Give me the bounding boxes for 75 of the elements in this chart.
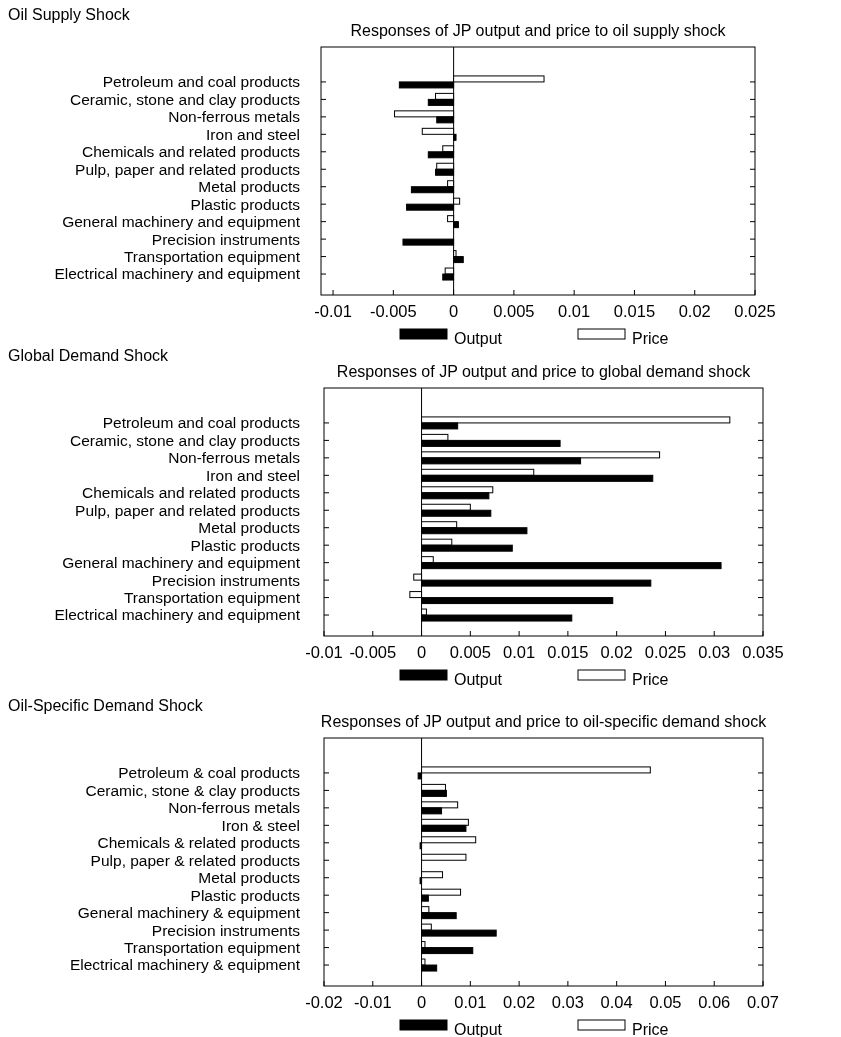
y-tick-label: Transportation equipment — [123, 589, 301, 606]
legend-label: Price — [632, 330, 669, 347]
y-tick-label: Ceramic, stone and clay products — [69, 431, 301, 449]
y-tick-label: Chemicals and related products — [82, 143, 301, 161]
x-tick-label: 0.005 — [493, 302, 535, 320]
x-tick-label: 0 — [449, 302, 459, 320]
y-tick-label: Precision instruments — [151, 921, 301, 939]
x-tick-label: -0.005 — [349, 643, 397, 661]
y-tick-label: Pulp, paper and related products — [75, 160, 301, 178]
x-tick-label: 0.035 — [742, 643, 784, 661]
y-tick-label: Electrical machinery & equipment — [69, 956, 301, 974]
y-tick-label: Metal products — [198, 519, 301, 537]
y-tick-label: General machinery & equipment — [77, 904, 301, 922]
y-tick-label: Transportation equipment — [123, 939, 301, 956]
x-tick-label: -0.01 — [305, 643, 343, 661]
legend-label: Price — [632, 1021, 669, 1037]
text: Global Demand Shock — [8, 347, 170, 364]
x-tick-label: 0.015 — [613, 302, 656, 320]
x-tick-label: 0.02 — [678, 302, 711, 320]
x-tick-label: -0.01 — [353, 993, 392, 1011]
y-tick-label: Chemicals & related products — [97, 834, 301, 852]
x-tick-label: 0.005 — [449, 643, 491, 661]
x-tick-label: 0.01 — [503, 643, 536, 661]
y-tick-label: Metal products — [198, 178, 301, 196]
text: Oil Supply Shock — [8, 6, 131, 23]
x-tick-label: 0.025 — [734, 302, 776, 320]
y-tick-label: Metal products — [198, 869, 301, 887]
y-tick-label: Chemicals and related products — [82, 484, 301, 502]
legend-label: Output — [454, 671, 503, 688]
x-tick-label: -0.005 — [369, 302, 417, 320]
x-tick-label: 0.01 — [454, 993, 487, 1011]
y-tick-label: Non-ferrous metals — [168, 799, 301, 817]
y-tick-label: General machinery and equipment — [62, 213, 301, 231]
legend-label: Price — [632, 671, 669, 688]
y-tick-label: Ceramic, stone and clay products — [69, 90, 301, 108]
y-tick-label: Ceramic, stone & clay products — [85, 781, 301, 799]
y-tick-label: Plastic products — [190, 536, 301, 554]
y-tick-label: Electrical machinery and equipment — [54, 265, 301, 283]
y-tick-label: Petroleum and coal products — [102, 73, 301, 91]
x-tick-label: -0.01 — [314, 302, 352, 320]
y-tick-label: Plastic products — [190, 195, 301, 213]
x-tick-label: 0.015 — [547, 643, 589, 661]
x-tick-label: 0.07 — [746, 993, 780, 1011]
chart-subtitle: Responses of JP output and price to oil-specific demand shock — [320, 713, 768, 730]
x-tick-label: -0.02 — [305, 993, 343, 1011]
y-tick-label: Iron and steel — [206, 466, 300, 484]
x-tick-label: 0.06 — [698, 993, 731, 1011]
y-tick-label: Petroleum & coal products — [118, 764, 301, 782]
legend-label: Output — [454, 330, 503, 347]
y-tick-label: Plastic products — [190, 886, 301, 904]
x-tick-label: 0.01 — [558, 302, 591, 320]
text: Oil-Specific Demand Shock — [8, 697, 204, 714]
y-tick-label: Electrical machinery and equipment — [54, 606, 301, 624]
y-tick-label: Non-ferrous metals — [168, 449, 301, 467]
x-tick-label: 0.02 — [503, 993, 536, 1011]
y-tick-label: Iron & steel — [221, 816, 300, 834]
x-tick-label: 0.025 — [644, 643, 687, 661]
y-tick-label: Pulp, paper and related products — [75, 501, 301, 519]
x-tick-label: 0 — [416, 993, 427, 1011]
y-tick-label: Pulp, paper & related products — [90, 851, 301, 869]
y-tick-label: Transportation equipment — [123, 248, 301, 265]
x-tick-label: 0.03 — [698, 643, 731, 661]
x-tick-label: 0.05 — [649, 993, 682, 1011]
x-tick-label: 0.02 — [600, 643, 633, 661]
chart-subtitle: Responses of JP output and price to global demand shock — [336, 363, 752, 380]
y-tick-label: Non-ferrous metals — [168, 108, 301, 126]
chart-subtitle: Responses of JP output and price to oil supply shock — [350, 22, 727, 39]
y-tick-label: Iron and steel — [206, 125, 300, 143]
x-tick-label: 0 — [416, 643, 427, 661]
y-tick-label: Petroleum and coal products — [102, 414, 301, 432]
x-tick-label: 0.03 — [551, 993, 584, 1011]
y-tick-label: Precision instruments — [151, 230, 301, 248]
y-tick-label: General machinery and equipment — [62, 554, 301, 572]
y-tick-label: Precision instruments — [151, 571, 301, 589]
x-tick-label: 0.04 — [600, 993, 633, 1011]
